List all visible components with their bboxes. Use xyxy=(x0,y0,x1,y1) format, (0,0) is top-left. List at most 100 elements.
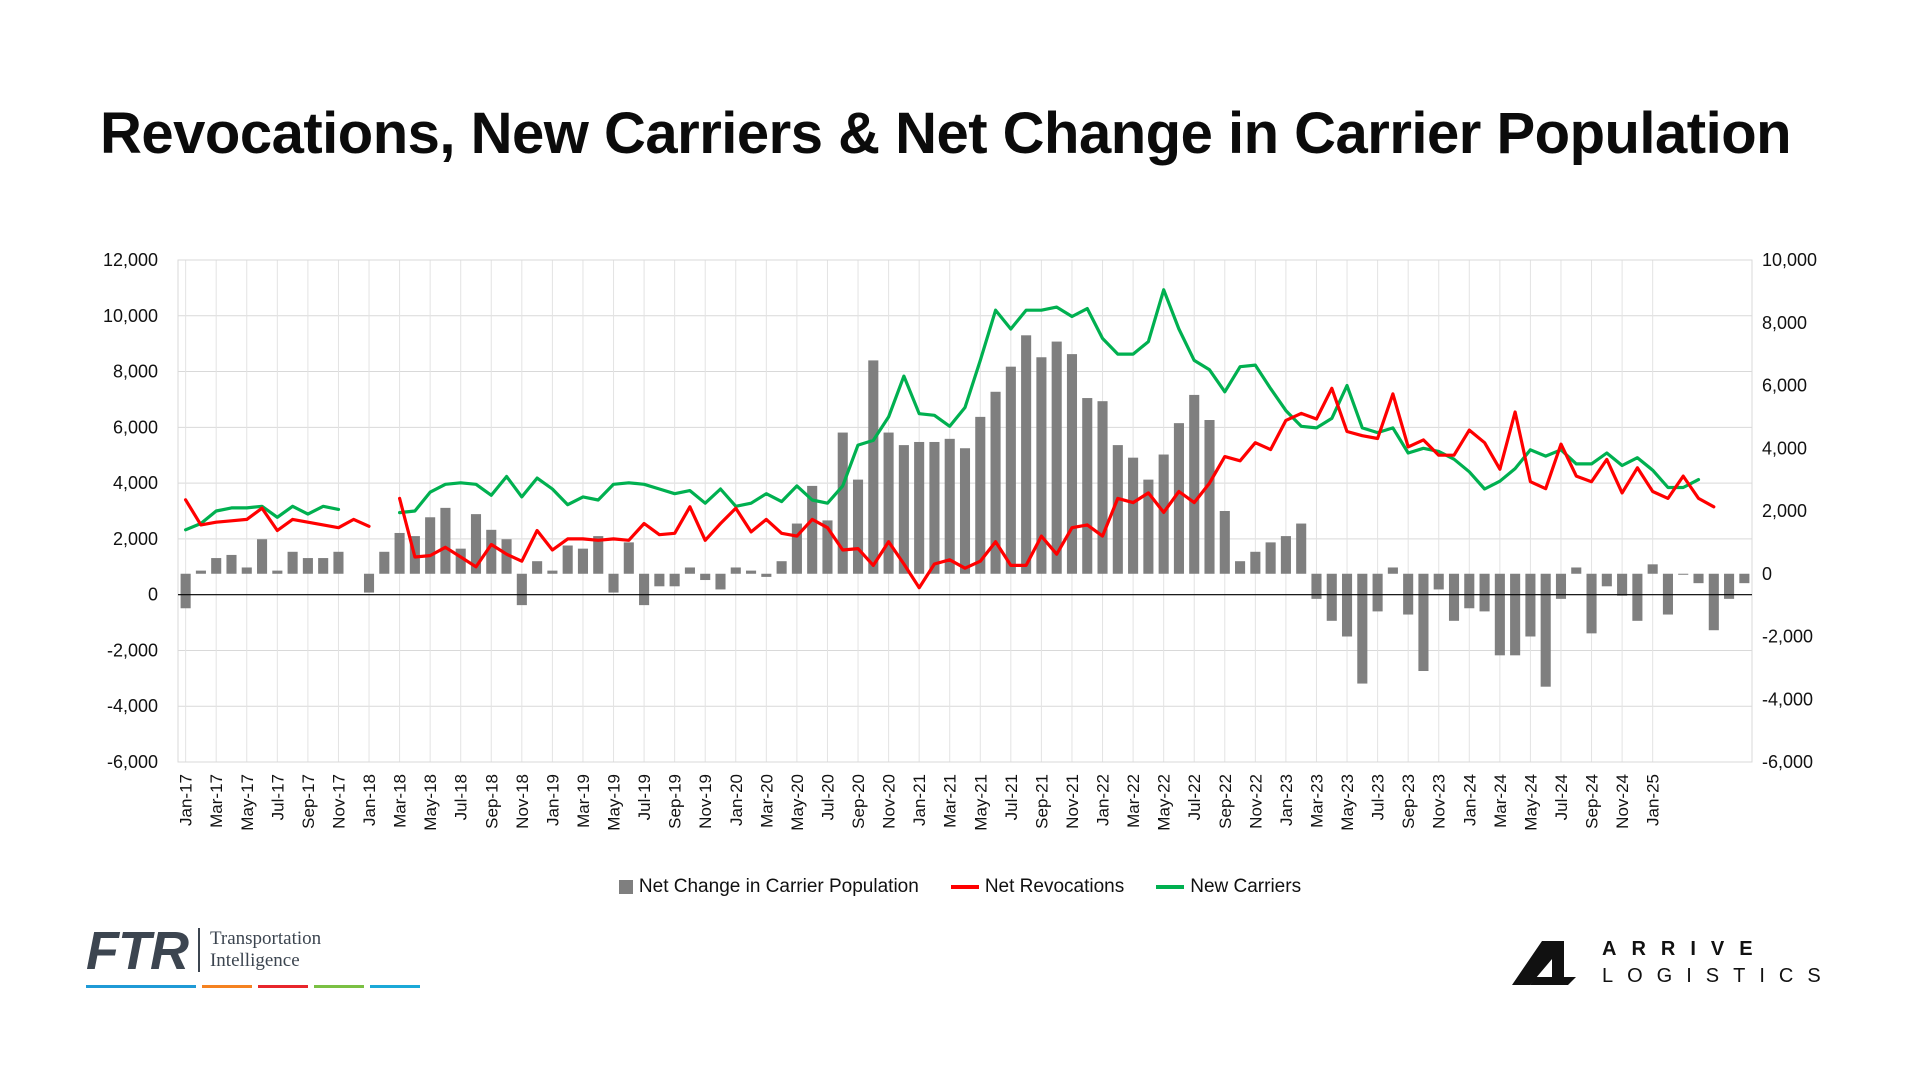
left-axis-tick-label: 4,000 xyxy=(113,473,158,493)
x-tick-label: May-22 xyxy=(1155,774,1174,831)
x-tick-label: Jul-18 xyxy=(452,774,471,820)
bar-net-change xyxy=(1494,573,1505,656)
bar-net-change xyxy=(180,573,191,609)
left-axis-tick-label: -2,000 xyxy=(107,640,158,660)
x-tick-label: Sep-21 xyxy=(1032,774,1051,829)
bar-net-change xyxy=(226,554,237,574)
bar-net-change xyxy=(593,536,604,574)
ftr-logo-separator xyxy=(197,928,200,972)
bar-net-change xyxy=(700,573,711,581)
x-tick-label: May-17 xyxy=(238,774,257,831)
bar-net-change xyxy=(1693,573,1704,584)
left-axis-tick-label: 10,000 xyxy=(103,306,158,326)
right-axis-tick-label: -2,000 xyxy=(1762,627,1813,647)
bar-net-change xyxy=(898,445,909,574)
x-tick-label: Jul-22 xyxy=(1185,774,1204,820)
bar-net-change xyxy=(1250,551,1261,574)
bar-net-change xyxy=(1617,573,1628,596)
right-axis-tick-label: 8,000 xyxy=(1762,313,1807,333)
bar-net-change xyxy=(1173,423,1184,574)
bar-net-change xyxy=(241,567,252,574)
bar-net-change xyxy=(1082,398,1093,574)
bar-net-change xyxy=(1066,354,1078,574)
x-tick-label: Sep-17 xyxy=(299,774,318,829)
bar-net-change xyxy=(577,548,589,574)
bar-net-change xyxy=(959,448,971,574)
line-new-carriers xyxy=(184,288,1701,532)
x-tick-label: Jul-21 xyxy=(1002,774,1021,820)
x-tick-label: Mar-22 xyxy=(1124,774,1143,828)
bar-net-change xyxy=(302,558,313,574)
bar-net-change xyxy=(746,570,757,574)
x-tick-label: Nov-23 xyxy=(1430,774,1449,829)
bar-net-change xyxy=(501,539,512,574)
arrive-logo: ARRIVE LOGISTICS xyxy=(1512,938,1835,988)
ftr-stripe xyxy=(370,985,420,988)
x-tick-label: Nov-20 xyxy=(880,774,899,829)
bar-net-change xyxy=(318,558,329,574)
bar-net-change xyxy=(1341,573,1353,637)
bar-net-change xyxy=(1296,523,1307,574)
bar-net-change xyxy=(1311,573,1322,599)
ftr-logo-subtitle: Transportation Intelligence xyxy=(210,928,321,972)
x-tick-label: Jan-25 xyxy=(1644,774,1663,826)
x-tick-label: May-18 xyxy=(421,774,440,831)
bar-net-change xyxy=(1372,573,1383,612)
x-tick-label: Jul-23 xyxy=(1369,774,1388,820)
bar-net-change xyxy=(1005,366,1016,574)
legend-label-new-carriers: New Carriers xyxy=(1190,876,1302,897)
x-tick-label: Jul-20 xyxy=(818,774,837,820)
x-tick-label: Jan-19 xyxy=(543,774,562,826)
x-tick-label: Nov-18 xyxy=(513,774,532,829)
bar-net-change xyxy=(1097,401,1108,574)
legend-item-new-carriers: New Carriers xyxy=(1156,876,1301,898)
bar-net-change xyxy=(868,360,879,574)
x-tick-label: Sep-20 xyxy=(849,774,868,829)
bar-net-change xyxy=(532,561,543,574)
right-axis-tick-label: -6,000 xyxy=(1762,752,1813,772)
bar-net-change xyxy=(1280,536,1291,574)
bar-net-change xyxy=(1418,573,1429,672)
bar-net-change xyxy=(1739,573,1750,584)
bar-net-change xyxy=(440,507,451,574)
x-tick-label: Sep-19 xyxy=(666,774,685,829)
bar-net-change xyxy=(211,558,222,574)
right-axis-tick-label: 10,000 xyxy=(1762,250,1817,270)
bar-net-change xyxy=(654,573,665,587)
right-axis-tick-label: -4,000 xyxy=(1762,689,1813,709)
legend-item-net-change: Net Change in Carrier Population xyxy=(618,876,919,898)
bar-net-change xyxy=(257,539,268,574)
bar-net-change xyxy=(1021,335,1032,574)
left-axis-tick-label: 2,000 xyxy=(113,529,158,549)
bar-net-change xyxy=(333,551,344,574)
bar-net-change xyxy=(715,573,726,590)
x-tick-label: Mar-17 xyxy=(207,774,226,828)
arrive-logo-line1: ARRIVE xyxy=(1602,938,1768,960)
x-tick-label: Mar-18 xyxy=(391,774,410,828)
left-axis-tick-label: 8,000 xyxy=(113,362,158,382)
x-tick-label: Jul-24 xyxy=(1552,774,1571,820)
bar-net-change xyxy=(639,573,650,606)
bar-net-change xyxy=(425,517,436,574)
x-tick-label: Jan-17 xyxy=(177,774,196,826)
bar-net-change xyxy=(272,570,283,574)
bar-net-change xyxy=(883,432,894,574)
bar-net-change xyxy=(776,561,787,574)
legend-label-net-change: Net Change in Carrier Population xyxy=(638,876,919,897)
bar-net-change xyxy=(287,551,298,574)
legend-swatch-green-line xyxy=(1156,885,1185,889)
left-axis-tick-label: 0 xyxy=(148,585,158,605)
bar-net-change xyxy=(486,529,497,574)
bar-net-change xyxy=(1479,573,1490,612)
ftr-logo-stripes xyxy=(86,985,420,988)
bar-net-change xyxy=(1387,567,1398,574)
bar-net-change xyxy=(1510,573,1521,656)
bar-net-change xyxy=(837,432,848,574)
bar-net-change xyxy=(1204,420,1215,574)
ftr-stripe xyxy=(202,985,252,988)
arrive-logo-icon xyxy=(1512,941,1576,985)
right-axis-tick-label: 6,000 xyxy=(1762,376,1807,396)
legend-swatch-red-line xyxy=(950,885,979,889)
x-tick-label: Mar-21 xyxy=(941,774,960,828)
x-tick-label: May-21 xyxy=(971,774,990,831)
